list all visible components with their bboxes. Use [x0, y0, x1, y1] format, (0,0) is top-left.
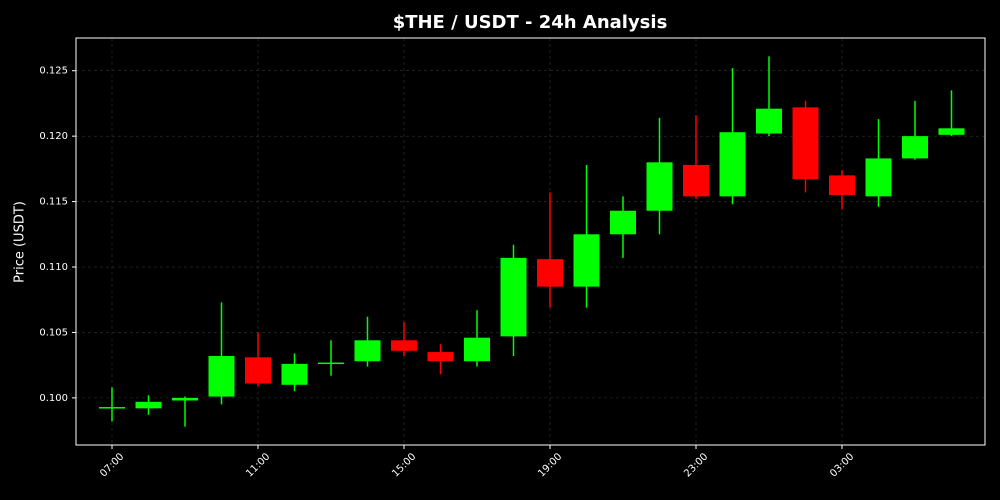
candle-body — [99, 407, 125, 409]
x-tick-label: 11:00 — [244, 451, 272, 479]
candle-body — [938, 128, 965, 135]
candle-body — [172, 397, 198, 401]
candle-body — [208, 356, 235, 397]
candle-body — [391, 340, 417, 351]
candle-body — [245, 357, 271, 384]
candle-body — [610, 210, 636, 235]
candle-body — [281, 363, 308, 385]
candle-body — [829, 175, 855, 196]
x-tick-label: 23:00 — [682, 451, 710, 479]
candle-body — [573, 234, 600, 287]
x-tick-label: 19:00 — [536, 451, 564, 479]
candle-body — [500, 257, 527, 337]
y-tick-label: 0.115 — [39, 197, 68, 208]
candle-body — [683, 164, 709, 197]
candle-body — [354, 340, 381, 362]
candle-body — [865, 158, 892, 197]
candle-body — [792, 107, 819, 180]
candle-body — [646, 162, 673, 211]
plot-frame — [75, 37, 986, 446]
candle-body — [318, 362, 344, 365]
candle-body — [537, 259, 563, 287]
candle-body — [427, 352, 454, 362]
x-tick-label: 03:00 — [828, 451, 856, 479]
x-tick-label: 15:00 — [390, 451, 418, 479]
candle-body — [135, 401, 162, 409]
y-tick-label: 0.100 — [39, 393, 68, 404]
y-tick-label: 0.105 — [39, 327, 68, 338]
candle-body — [902, 136, 928, 159]
chart-title: $THE / USDT - 24h Analysis — [393, 12, 668, 33]
candle-body — [719, 132, 746, 197]
y-axis-label: Price (USDT) — [13, 201, 28, 283]
candle-body — [756, 108, 782, 134]
candle-body — [464, 337, 490, 362]
y-tick-label: 0.120 — [39, 131, 68, 142]
y-tick-label: 0.110 — [39, 262, 68, 273]
x-tick-label: 07:00 — [98, 451, 126, 479]
y-tick-label: 0.125 — [39, 66, 68, 77]
